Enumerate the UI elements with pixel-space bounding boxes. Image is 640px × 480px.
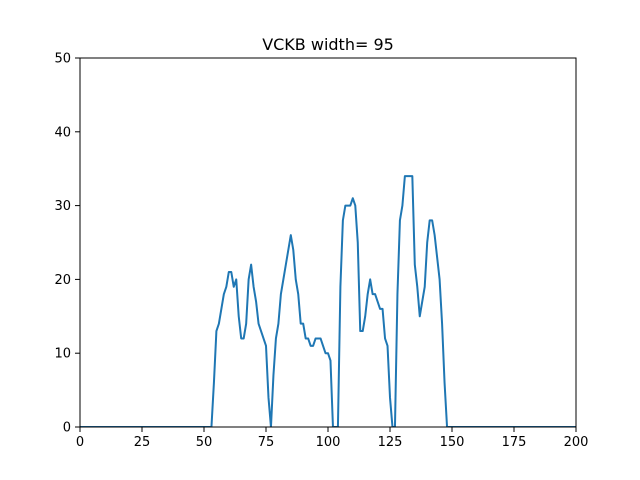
y-tick-label: 50 bbox=[54, 52, 71, 67]
x-tick-label: 175 bbox=[502, 435, 527, 450]
x-tick-label: 100 bbox=[316, 435, 341, 450]
series-line bbox=[80, 175, 576, 427]
x-tick-label: 0 bbox=[76, 435, 84, 450]
x-axis: 0 25 50 75 100 125 150 175 200 bbox=[76, 427, 589, 450]
y-tick-label: 10 bbox=[54, 347, 71, 362]
x-tick-label: 75 bbox=[258, 435, 275, 450]
x-tick-label: 50 bbox=[196, 435, 213, 450]
y-axis: 0 10 20 30 40 50 bbox=[54, 52, 80, 436]
y-tick-label: 30 bbox=[54, 199, 71, 214]
y-tick-label: 20 bbox=[54, 273, 71, 288]
x-tick-label: 25 bbox=[134, 435, 151, 450]
chart-title: VCKB width= 95 bbox=[262, 35, 394, 54]
x-tick-label: 200 bbox=[564, 435, 589, 450]
x-tick-label: 125 bbox=[378, 435, 403, 450]
y-tick-label: 40 bbox=[54, 125, 71, 140]
plot-area bbox=[80, 175, 576, 427]
y-tick-label: 0 bbox=[63, 421, 71, 436]
x-tick-label: 150 bbox=[440, 435, 465, 450]
